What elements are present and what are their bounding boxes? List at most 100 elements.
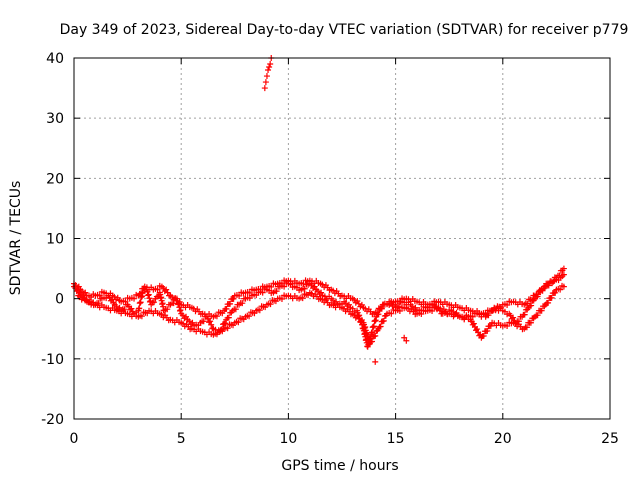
data-point <box>550 278 557 285</box>
data-point <box>154 286 161 293</box>
data-point <box>557 286 564 293</box>
data-point <box>257 286 264 293</box>
data-point <box>267 301 274 308</box>
data-point <box>482 311 489 318</box>
data-point <box>528 296 535 303</box>
data-point <box>534 312 541 319</box>
data-point <box>485 312 492 319</box>
data-point <box>213 313 220 320</box>
x-axis-ticks: 0 5 10 15 20 25 <box>70 58 619 447</box>
data-point <box>208 321 215 328</box>
data-point <box>224 325 231 332</box>
data-point <box>207 318 214 325</box>
x-tick-label: 5 <box>177 431 186 447</box>
y-axis-ticks: -20 -10 0 10 20 30 40 <box>41 51 610 428</box>
y-axis-label: SDTVAR / TECUs <box>8 181 24 296</box>
data-point <box>484 327 491 334</box>
data-point <box>131 295 138 302</box>
data-point <box>261 85 268 92</box>
data-point <box>301 285 308 292</box>
data-point <box>560 271 567 278</box>
x-axis-label: GPS time / hours <box>281 458 398 474</box>
data-point <box>401 334 408 341</box>
data-point <box>128 305 135 312</box>
chart-title: Day 349 of 2023, Sidereal Day-to-day VTE… <box>60 22 629 38</box>
data-point <box>545 282 552 289</box>
x-tick-label: 10 <box>279 431 297 447</box>
data-point <box>528 302 535 309</box>
data-point <box>223 305 230 312</box>
data-point <box>378 305 385 312</box>
data-point <box>200 318 207 325</box>
data-point <box>370 323 377 330</box>
data-point <box>535 291 542 298</box>
data-point <box>396 298 403 305</box>
data-point <box>146 295 153 302</box>
data-point <box>136 305 143 312</box>
data-point <box>388 310 395 317</box>
data-point <box>235 319 242 326</box>
y-tick-label: -20 <box>41 412 64 428</box>
data-point <box>314 288 321 295</box>
data-point <box>122 298 129 305</box>
data-point <box>487 322 494 329</box>
data-point <box>213 331 220 338</box>
data-point <box>263 73 270 80</box>
data-point <box>300 280 307 287</box>
data-point <box>396 307 403 314</box>
data-point <box>504 323 511 330</box>
data-point <box>151 299 158 306</box>
data-point <box>480 332 487 339</box>
x-tick-label: 0 <box>70 431 79 447</box>
x-tick-label: 15 <box>387 431 405 447</box>
y-tick-label: 10 <box>46 232 64 248</box>
data-point <box>521 311 528 318</box>
data-point <box>470 320 477 327</box>
data-point <box>412 304 419 311</box>
data-point <box>538 307 545 314</box>
data-point <box>556 272 563 279</box>
data-point <box>560 265 567 272</box>
data-points <box>71 55 567 365</box>
data-point <box>239 300 246 307</box>
data-point <box>262 79 269 86</box>
data-point <box>137 299 144 306</box>
data-point <box>256 307 263 314</box>
data-point <box>429 307 436 314</box>
data-point <box>523 324 530 331</box>
data-point <box>403 337 410 344</box>
data-point <box>225 314 232 321</box>
data-point <box>377 323 384 330</box>
y-tick-label: 20 <box>46 171 64 187</box>
data-point <box>164 289 171 296</box>
data-point <box>527 319 534 326</box>
data-point <box>278 295 285 302</box>
data-point <box>267 61 274 68</box>
data-point <box>560 283 567 290</box>
data-point <box>492 307 499 314</box>
data-point <box>372 332 379 339</box>
data-point <box>268 283 275 290</box>
data-point <box>79 288 86 295</box>
y-tick-label: 30 <box>46 111 64 127</box>
data-point <box>345 301 352 308</box>
data-point <box>545 299 552 306</box>
data-point <box>137 290 144 297</box>
data-point <box>177 307 184 314</box>
data-point <box>222 320 229 327</box>
data-point <box>369 338 376 345</box>
data-point <box>227 300 234 307</box>
data-point <box>548 294 555 301</box>
data-point <box>164 306 171 313</box>
data-point <box>145 292 152 299</box>
data-point <box>183 313 190 320</box>
y-tick-label: -10 <box>41 352 64 368</box>
y-tick-label: 0 <box>55 292 64 308</box>
data-point <box>369 329 376 336</box>
data-point <box>96 292 103 299</box>
data-point <box>374 309 381 316</box>
data-point <box>418 311 425 318</box>
data-point <box>552 289 559 296</box>
data-point <box>82 289 89 296</box>
